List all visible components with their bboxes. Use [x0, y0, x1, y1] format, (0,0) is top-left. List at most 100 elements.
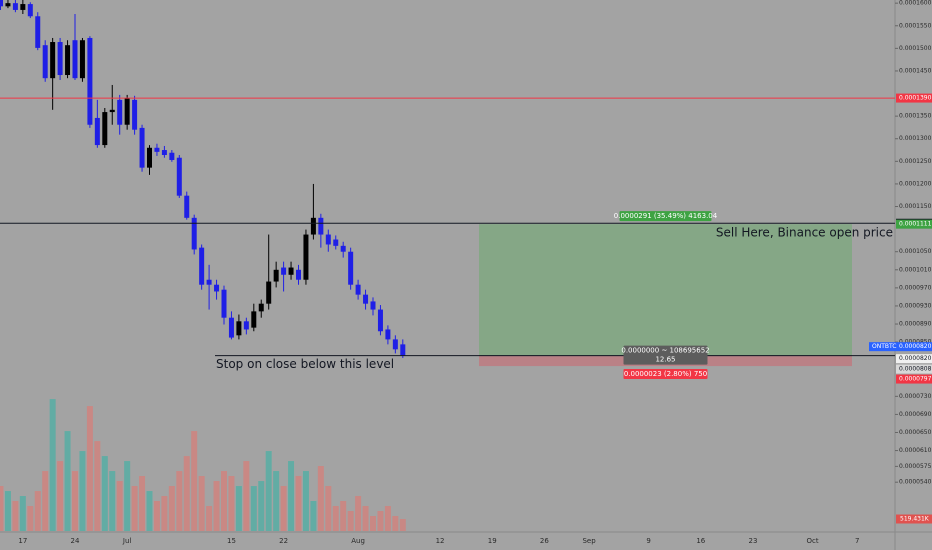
x-tick-label: 7	[855, 537, 859, 545]
candle-body	[221, 289, 227, 318]
candle-body	[72, 40, 78, 79]
y-tick-label: 0.0001010	[899, 266, 932, 273]
volume-bar	[288, 461, 295, 531]
y-tick-label: 0.0000575	[899, 463, 932, 470]
price-label: 0.0000808	[899, 366, 932, 373]
volume-bar	[310, 501, 317, 531]
candle-body	[348, 251, 354, 285]
x-tick-label: 17	[18, 537, 27, 545]
volume-bar	[213, 481, 220, 531]
x-tick-label: 26	[540, 537, 549, 545]
x-tick-label: 22	[279, 537, 288, 545]
price-label-box	[896, 364, 932, 374]
price-label-box	[896, 93, 932, 103]
volume-bar	[49, 399, 56, 531]
candle-body	[87, 37, 93, 125]
candle-body	[161, 150, 167, 156]
y-tick-label: 0.0000970	[899, 284, 932, 291]
candle-body	[147, 147, 152, 168]
volume-bar	[347, 511, 354, 531]
candle-body	[65, 45, 71, 76]
candle-body	[281, 267, 287, 275]
candle-body	[318, 217, 324, 235]
candle-body	[102, 112, 108, 146]
candle-body	[206, 279, 212, 285]
y-tick-label: 0.0000690	[899, 411, 932, 418]
candle-body	[117, 99, 123, 125]
volume-bar	[183, 456, 190, 531]
line-note: Sell Here, Binance open price	[716, 226, 893, 240]
volume-bar	[176, 471, 183, 531]
candle-body	[132, 99, 138, 130]
y-tick-label: 0.0000610	[899, 447, 932, 454]
candle-body	[199, 247, 205, 285]
x-tick-label: 19	[488, 537, 497, 545]
candle-body	[340, 245, 346, 252]
volume-bar	[280, 486, 287, 531]
volume-bar	[235, 486, 242, 531]
candle-body	[139, 127, 145, 168]
y-tick-label: 0.0000730	[899, 393, 932, 400]
volume-bar	[250, 486, 257, 531]
info-label: 0.0000000 ~ 108695652	[621, 347, 709, 355]
volume-bar	[168, 486, 175, 531]
y-tick-label: 0.0001600	[899, 0, 932, 7]
volume-bar	[384, 506, 391, 531]
y-tick-label: 0.0001050	[899, 248, 932, 255]
info-label-box	[623, 345, 708, 365]
info-label: 12.65	[655, 356, 675, 364]
candle-body	[243, 321, 249, 330]
candle-body	[109, 109, 115, 113]
x-tick-label: 15	[227, 537, 236, 545]
candle-body	[0, 0, 3, 7]
volume-bar	[0, 486, 4, 531]
volume-bar	[265, 451, 272, 531]
volume-bar	[392, 516, 399, 531]
y-tick-label: 0.0001200	[899, 180, 932, 187]
volume-label: 519.431K	[900, 516, 930, 523]
profit-label: 0.0000291 (35.49%) 4163.04	[614, 212, 718, 220]
volume-bar	[161, 496, 168, 531]
candle-body	[12, 3, 18, 10]
price-label: 0.0001390	[899, 95, 932, 102]
volume-bar	[243, 461, 250, 531]
volume-bar	[295, 476, 302, 531]
y-tick-label: 0.0000930	[899, 302, 932, 309]
volume-bar	[258, 481, 265, 531]
price-label-box	[896, 374, 932, 384]
y-tick-label: 0.0000540	[899, 479, 932, 486]
price-label: 0.0000797	[899, 376, 932, 383]
candle-body	[184, 195, 190, 218]
volume-bar	[317, 466, 324, 531]
y-tick-label: 0.0001350	[899, 113, 932, 120]
candle-body	[169, 152, 175, 160]
candle-body	[154, 147, 160, 152]
price-label-box	[896, 219, 932, 229]
price-label-box	[896, 354, 932, 364]
volume-bar	[191, 431, 198, 531]
candle-body	[42, 45, 48, 79]
loss-label-box	[623, 369, 708, 380]
candle-body	[5, 3, 11, 7]
candle-body	[392, 339, 398, 350]
candle-body	[355, 284, 361, 295]
price-label: 0.0000820	[899, 355, 932, 362]
candle-body	[191, 217, 197, 250]
x-tick-label: 24	[71, 537, 80, 545]
volume-bar	[399, 519, 406, 531]
line-note: Stop on close below this level	[216, 357, 394, 371]
y-tick-label: 0.0001250	[899, 158, 932, 165]
volume-bar	[355, 496, 362, 531]
volume-bar	[116, 481, 123, 531]
candle-body	[363, 294, 369, 304]
volume-bar	[139, 476, 146, 531]
volume-bar	[57, 461, 64, 531]
y-tick-label: 0.0001550	[899, 22, 932, 29]
volume-bar	[228, 476, 235, 531]
y-tick-label: 0.0001150	[899, 203, 932, 210]
candle-body	[400, 344, 406, 356]
symbol-label: ONTBTC	[872, 343, 897, 350]
volume-bar	[340, 501, 347, 531]
volume-bar	[72, 471, 78, 531]
x-tick-label: 16	[696, 537, 705, 545]
